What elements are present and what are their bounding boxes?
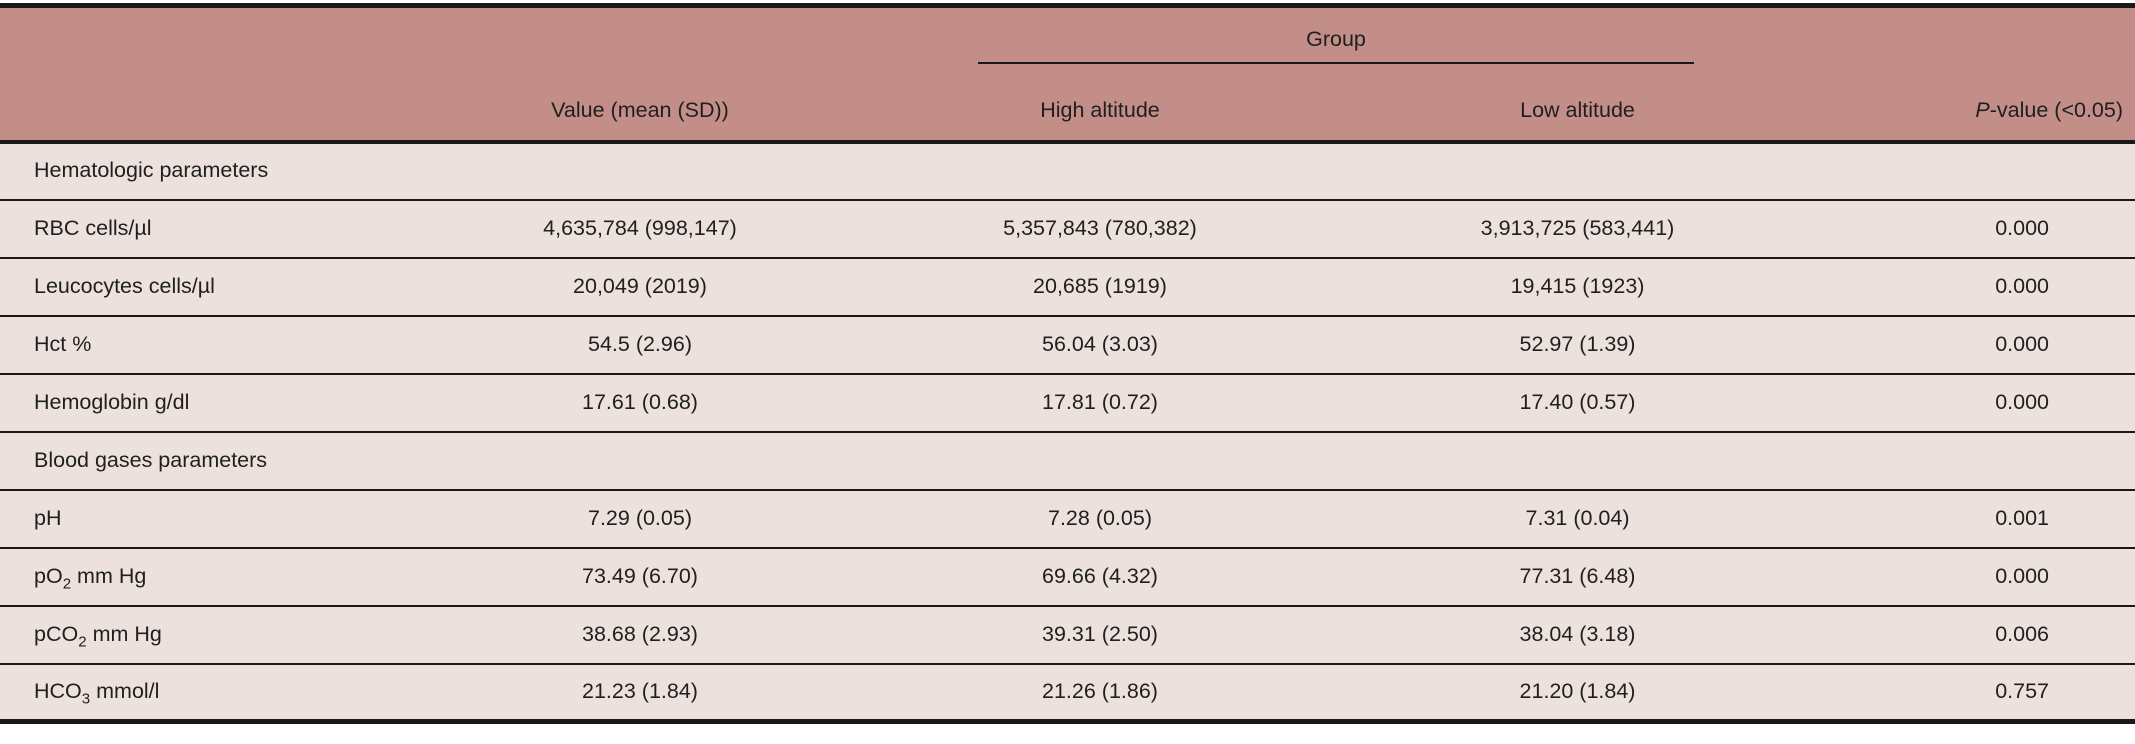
high-altitude-cell: 5,357,843 (780,382) xyxy=(1003,215,1197,240)
group-label: Group xyxy=(1306,26,1366,51)
p-value-cell: 0.000 xyxy=(1995,215,2050,240)
p-italic: P xyxy=(1975,97,1990,122)
table-row-pco2: pCO2 mm Hg 38.68 (2.93) 39.31 (2.50) 38.… xyxy=(0,605,2135,664)
table-header: Group Value (mean (SD)) High altitude Lo… xyxy=(0,5,2135,142)
low-altitude-cell: 38.04 (3.18) xyxy=(1519,621,1636,646)
p-value-cell: 0.000 xyxy=(1995,273,2050,298)
value-cell: 21.23 (1.84) xyxy=(582,678,698,703)
low-altitude-cell: 21.20 (1.84) xyxy=(1519,678,1636,703)
high-altitude-cell: 69.66 (4.32) xyxy=(1042,563,1158,588)
value-cell: 17.61 (0.68) xyxy=(582,389,698,414)
section-label: Blood gases parameters xyxy=(34,447,268,472)
value-cell: 38.68 (2.93) xyxy=(582,621,698,646)
p-value-cell: 0.000 xyxy=(1995,563,2050,588)
label-subscript: 2 xyxy=(62,574,72,592)
low-altitude-cell: 19,415 (1923) xyxy=(1510,273,1645,298)
p-value-cell: 0.757 xyxy=(1995,678,2050,703)
empty-header-cell xyxy=(440,5,840,64)
p-rest: -value (<0.05) xyxy=(1989,97,2124,122)
row-label: Leucocytes cells/µl xyxy=(34,273,215,298)
column-header-low-altitude: Low altitude xyxy=(1360,63,1796,142)
section-row-blood-gases: Blood gases parameters xyxy=(0,431,2135,490)
low-altitude-cell: 52.97 (1.39) xyxy=(1519,331,1636,356)
p-value-cell: 0.006 xyxy=(1995,621,2050,646)
value-cell: 20,049 (2019) xyxy=(573,273,707,298)
statistics-table: Group Value (mean (SD)) High altitude Lo… xyxy=(0,3,2135,724)
p-value-cell: 0.000 xyxy=(1995,331,2050,356)
empty-header-cell xyxy=(0,5,440,64)
row-label: pH xyxy=(34,505,62,530)
label-subscript: 2 xyxy=(78,632,87,650)
column-header-value: Value (mean (SD)) xyxy=(440,63,840,142)
high-altitude-cell: 7.28 (0.05) xyxy=(1048,505,1152,530)
high-altitude-cell: 20,685 (1919) xyxy=(1033,273,1167,298)
row-label: Hemoglobin g/dl xyxy=(34,389,190,414)
table-row-hco3: HCO3 mmol/l 21.23 (1.84) 21.26 (1.86) 21… xyxy=(0,663,2135,722)
high-altitude-cell: 56.04 (3.03) xyxy=(1042,331,1158,356)
table-row-leucocytes: Leucocytes cells/µl 20,049 (2019) 20,685… xyxy=(0,257,2135,316)
group-header-cell: Group xyxy=(840,5,1796,64)
row-label: RBC cells/µl xyxy=(34,215,152,240)
value-cell: 4,635,784 (998,147) xyxy=(543,215,737,240)
low-altitude-cell: 77.31 (6.48) xyxy=(1519,563,1636,588)
table-row-ph: pH 7.29 (0.05) 7.28 (0.05) 7.31 (0.04) 0… xyxy=(0,489,2135,548)
group-header-row: Group xyxy=(0,5,2135,64)
column-header-row: Value (mean (SD)) High altitude Low alti… xyxy=(0,63,2135,142)
section-label: Hematologic parameters xyxy=(34,158,269,183)
table-row-hct: Hct % 54.5 (2.96) 56.04 (3.03) 52.97 (1.… xyxy=(0,315,2135,374)
low-altitude-cell: 3,913,725 (583,441) xyxy=(1480,215,1675,240)
table-body: Hematologic parameters RBC cells/µl 4,63… xyxy=(0,141,2135,722)
row-label: pO2 mm Hg xyxy=(34,563,147,592)
value-cell: 73.49 (6.70) xyxy=(582,563,698,588)
label-subscript: 3 xyxy=(81,690,91,708)
low-altitude-cell: 17.40 (0.57) xyxy=(1519,389,1636,414)
table-row-hemoglobin: Hemoglobin g/dl 17.61 (0.68) 17.81 (0.72… xyxy=(0,373,2135,432)
p-value-cell: 0.000 xyxy=(1995,389,2050,414)
table-row-rbc: RBC cells/µl 4,635,784 (998,147) 5,357,8… xyxy=(0,199,2135,258)
low-altitude-cell: 7.31 (0.04) xyxy=(1525,505,1630,530)
row-label: Hct % xyxy=(34,331,92,356)
empty-header-cell xyxy=(0,63,440,142)
column-header-p-value: P-value (<0.05) xyxy=(1795,63,2135,142)
value-cell: 54.5 (2.96) xyxy=(588,331,692,356)
row-label: pCO2 mm Hg xyxy=(34,621,162,650)
high-altitude-cell: 39.31 (2.50) xyxy=(1042,621,1158,646)
empty-header-cell xyxy=(1795,5,2135,64)
value-cell: 7.29 (0.05) xyxy=(588,505,692,530)
row-label: HCO3 mmol/l xyxy=(34,678,160,708)
high-altitude-cell: 17.81 (0.72) xyxy=(1042,389,1158,414)
high-altitude-cell: 21.26 (1.86) xyxy=(1042,678,1158,703)
column-header-high-altitude: High altitude xyxy=(840,63,1360,142)
table-row-po2: pO2 mm Hg 73.49 (6.70) 69.66 (4.32) 77.3… xyxy=(0,547,2135,606)
p-value-cell: 0.001 xyxy=(1995,505,2050,530)
section-row-hematologic: Hematologic parameters xyxy=(0,141,2135,200)
group-spanner-rule: Group xyxy=(978,26,1695,64)
